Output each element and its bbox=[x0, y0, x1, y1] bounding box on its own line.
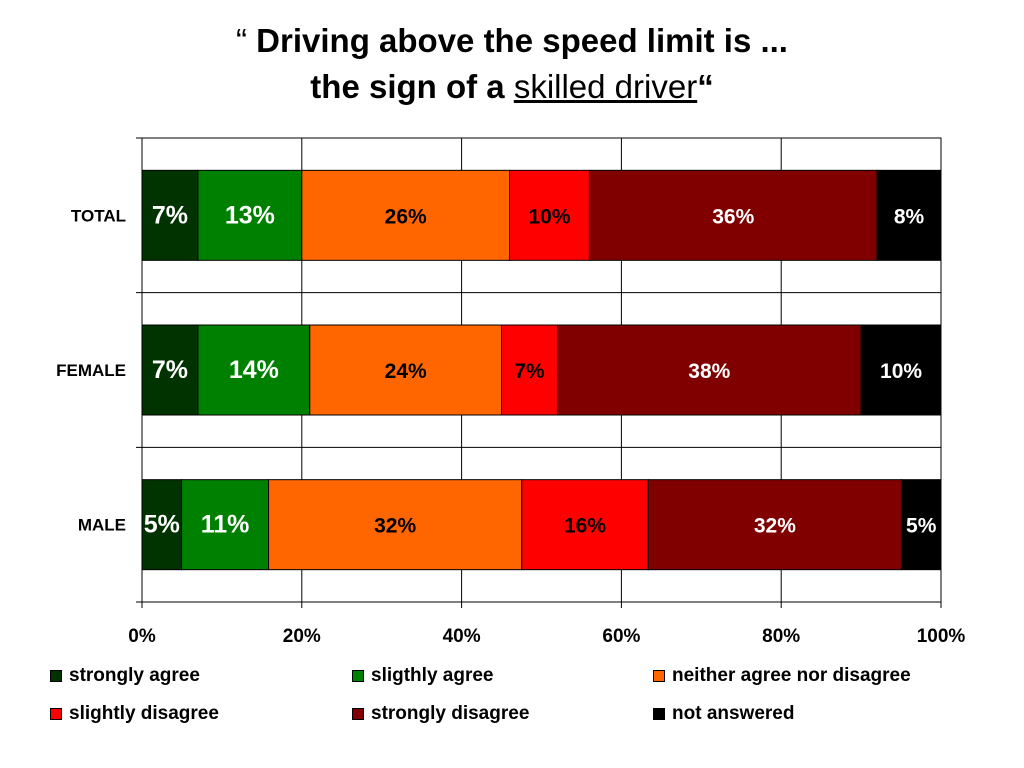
bar-segment bbox=[501, 324, 558, 416]
bar-segment bbox=[509, 169, 590, 261]
data-label: 14% bbox=[229, 356, 279, 384]
data-label: 13% bbox=[225, 201, 275, 229]
data-label: 24% bbox=[385, 360, 427, 383]
title-open-quote: “ bbox=[236, 22, 247, 59]
data-label: 7% bbox=[514, 360, 545, 383]
x-tick-label: 0% bbox=[128, 626, 156, 647]
title-close-quote: “ bbox=[697, 68, 714, 105]
bar-segment bbox=[556, 324, 862, 416]
bar-segment bbox=[588, 169, 878, 261]
bar-segment bbox=[860, 324, 942, 416]
x-tick-label: 100% bbox=[917, 626, 966, 647]
data-label: 10% bbox=[528, 205, 570, 228]
bar-segment bbox=[309, 324, 503, 416]
data-label: 5% bbox=[144, 511, 180, 539]
chart-title: “ Driving above the speed limit is ... t… bbox=[0, 18, 1024, 110]
bar-segment bbox=[141, 324, 199, 416]
bar-segment bbox=[521, 479, 649, 571]
data-label: 36% bbox=[712, 205, 754, 228]
x-tick-label: 20% bbox=[283, 626, 321, 647]
category-label: FEMALE bbox=[56, 361, 126, 380]
title-line-2: the sign of a skilled driver“ bbox=[0, 64, 1024, 110]
data-label: 7% bbox=[152, 201, 188, 229]
category-label: MALE bbox=[78, 516, 126, 535]
data-label: 8% bbox=[894, 205, 925, 228]
data-label: 10% bbox=[880, 360, 922, 383]
title-underlined-phrase: skilled driver bbox=[513, 68, 698, 105]
bar-segment bbox=[301, 169, 511, 261]
title-line-1-text: Driving above the speed limit is ... bbox=[256, 22, 788, 59]
bar-segment bbox=[876, 169, 942, 261]
data-label: 32% bbox=[754, 515, 796, 538]
bar-segment bbox=[900, 479, 942, 571]
bar-segment bbox=[647, 479, 902, 571]
bar-segment bbox=[197, 324, 311, 416]
data-label: 32% bbox=[374, 515, 416, 538]
data-label: 7% bbox=[152, 356, 188, 384]
bar-segment bbox=[181, 479, 270, 571]
title-line-1: “ Driving above the speed limit is ... bbox=[0, 18, 1024, 64]
data-label: 11% bbox=[201, 511, 250, 539]
x-tick-label: 60% bbox=[602, 626, 640, 647]
bar-segment bbox=[141, 479, 183, 571]
title-line-2-prefix: the sign of a bbox=[310, 68, 505, 105]
x-tick-label: 80% bbox=[762, 626, 800, 647]
data-label: 16% bbox=[564, 515, 606, 538]
data-label: 38% bbox=[688, 360, 730, 383]
bar-segment bbox=[197, 169, 303, 261]
category-label: TOTAL bbox=[71, 206, 126, 225]
data-label: 26% bbox=[385, 205, 427, 228]
x-tick-label: 40% bbox=[443, 626, 481, 647]
bar-segment bbox=[268, 479, 523, 571]
data-label: 5% bbox=[906, 515, 937, 538]
